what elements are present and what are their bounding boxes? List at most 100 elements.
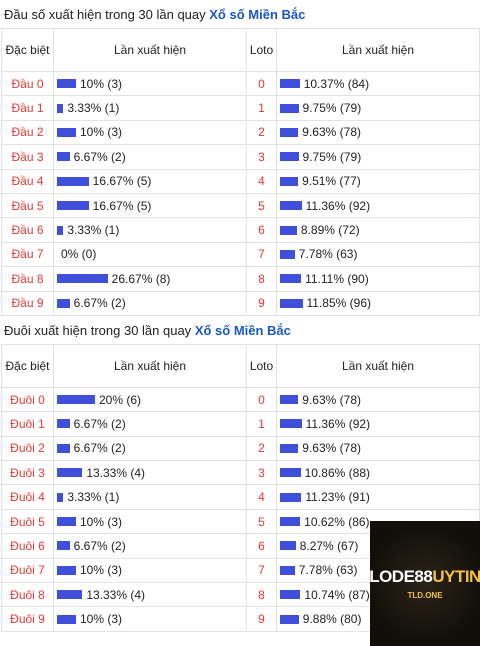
frequency-bar xyxy=(57,298,70,308)
frequency-cell: 9.51% (77) xyxy=(276,168,480,194)
frequency-bar xyxy=(57,590,83,600)
frequency: 10% (3) xyxy=(54,77,246,91)
row-label: Đầu 8 xyxy=(1,266,54,292)
frequency-bar xyxy=(57,541,70,551)
loto-number: 3 xyxy=(246,144,277,170)
frequency: 11.23% (91) xyxy=(277,490,479,504)
header-cell: Lần xuất hiện xyxy=(276,28,480,72)
data-row: Đầu 5 16.67% (5) 5 11.36% (92) xyxy=(1,192,480,219)
row-label: Đuôi 5 xyxy=(1,508,54,535)
frequency: 13.33% (4) xyxy=(54,466,246,480)
stats-table: Đặc biệt Lần xuất hiện Loto Lần xuất hiện Đầ… xyxy=(1,28,480,316)
header-cell: Đặc biệt xyxy=(1,28,54,72)
frequency-label: 13.33% (4) xyxy=(86,587,146,602)
logo-domain: TLD.ONE xyxy=(407,591,443,600)
frequency-label: 10.86% (88) xyxy=(304,465,370,480)
frequency: 9.88% (80) xyxy=(277,612,479,626)
row-label: Đầu 9 xyxy=(1,290,54,316)
data-row: Đuôi 1 6.67% (2) 1 11.36% (92) xyxy=(1,411,480,437)
frequency: 6.67% (2) xyxy=(54,296,246,310)
frequency-label: 9.63% (78) xyxy=(302,441,361,456)
frequency: 9.63% (78) xyxy=(277,441,479,455)
row-label: Đầu 1 xyxy=(1,95,54,121)
frequency-label: 13.33% (4) xyxy=(86,465,146,480)
frequency-bar xyxy=(57,614,76,624)
frequency-bar xyxy=(57,395,95,405)
frequency-label: 6.67% (2) xyxy=(73,149,126,164)
row-label: Đuôi 7 xyxy=(1,557,54,584)
frequency-cell: 8.89% (72) xyxy=(276,217,480,243)
loto-number: 9 xyxy=(246,606,277,632)
frequency: 6.67% (2) xyxy=(54,539,246,553)
loto-number: 0 xyxy=(246,386,277,413)
loto-number: 8 xyxy=(246,582,277,608)
frequency: 10% (3) xyxy=(54,563,246,577)
frequency: 6.67% (2) xyxy=(54,441,246,455)
frequency-cell: 20% (6) xyxy=(53,386,247,413)
frequency-cell: 7.78% (63) xyxy=(276,241,480,268)
frequency: 6.67% (2) xyxy=(54,417,246,431)
frequency-label: 11.23% (91) xyxy=(305,490,370,505)
frequency-cell: 13.33% (4) xyxy=(53,460,247,486)
frequency-cell: 3.33% (1) xyxy=(53,217,247,243)
title-link[interactable]: Xổ số Miền Bắc xyxy=(194,322,291,338)
frequency-label: 7.78% (63) xyxy=(298,563,358,578)
frequency-label: 10.62% (86) xyxy=(304,514,370,529)
loto-number: 1 xyxy=(246,411,277,437)
frequency: 0% (0) xyxy=(54,247,246,261)
frequency-label: 8.89% (72) xyxy=(300,223,360,238)
frequency: 10% (3) xyxy=(54,515,246,529)
frequency-cell: 9.75% (79) xyxy=(276,144,480,170)
frequency-bar xyxy=(57,468,83,478)
frequency-bar xyxy=(280,79,300,89)
row-label: Đuôi 0 xyxy=(1,386,54,413)
frequency-cell: 10.86% (88) xyxy=(276,460,480,486)
frequency-label: 6.67% (2) xyxy=(73,296,126,311)
frequency-label: 10% (3) xyxy=(80,125,123,140)
frequency-label: 10% (3) xyxy=(80,76,123,91)
frequency-cell: 11.36% (92) xyxy=(276,411,480,437)
frequency: 9.75% (79) xyxy=(277,101,479,115)
frequency-label: 3.33% (1) xyxy=(67,490,120,505)
frequency-cell: 16.67% (5) xyxy=(53,192,247,219)
frequency-label: 10% (3) xyxy=(80,612,123,627)
row-label: Đuôi 6 xyxy=(1,533,54,559)
frequency-cell: 11.11% (90) xyxy=(276,266,480,292)
frequency-cell: 10% (3) xyxy=(53,70,247,97)
frequency: 9.63% (78) xyxy=(277,393,479,407)
loto-number: 5 xyxy=(246,192,277,219)
frequency: 3.33% (1) xyxy=(54,490,246,504)
frequency-cell: 10% (3) xyxy=(53,119,247,146)
frequency-bar xyxy=(280,541,296,551)
data-row: Đầu 0 10% (3) 0 10.37% (84) xyxy=(1,70,480,97)
row-label: Đuôi 2 xyxy=(1,435,54,462)
loto-number: 5 xyxy=(246,508,277,535)
data-row: Đầu 8 26.67% (8) 8 11.11% (90) xyxy=(1,266,480,292)
frequency-cell: 9.75% (79) xyxy=(276,95,480,121)
header-cell: Lần xuất hiện xyxy=(276,343,480,388)
data-row: Đầu 6 3.33% (1) 6 8.89% (72) xyxy=(1,217,480,243)
frequency-label: 16.67% (5) xyxy=(92,174,152,189)
frequency-label: 0% (0) xyxy=(61,247,97,262)
frequency-label: 11.11% (90) xyxy=(305,271,369,286)
data-row: Đầu 3 6.67% (2) 3 9.75% (79) xyxy=(1,144,480,170)
frequency-label: 9.88% (80) xyxy=(302,612,362,627)
frequency-cell: 13.33% (4) xyxy=(53,582,247,608)
logo-accent: UYTIN xyxy=(432,567,480,586)
data-row: Đuôi 3 13.33% (4) 3 10.86% (88) xyxy=(1,460,480,486)
frequency-bar xyxy=(57,176,89,186)
row-label: Đầu 5 xyxy=(1,192,54,219)
data-row: Đầu 1 3.33% (1) 1 9.75% (79) xyxy=(1,95,480,121)
frequency: 9.63% (78) xyxy=(277,125,479,139)
frequency-bar xyxy=(57,274,108,284)
header-row: Đặc biệt Lần xuất hiện Loto Lần xuất hiện xyxy=(1,343,480,388)
frequency-cell: 11.23% (91) xyxy=(276,484,480,510)
frequency-cell: 11.85% (96) xyxy=(276,290,480,316)
frequency-cell: 26.67% (8) xyxy=(53,266,247,292)
frequency: 10.74% (87) xyxy=(277,588,479,602)
frequency: 7.78% (63) xyxy=(277,563,479,577)
title-link[interactable]: Xổ số Miền Bắc xyxy=(209,7,306,22)
loto-number: 2 xyxy=(246,119,277,146)
frequency-bar xyxy=(280,127,299,137)
frequency: 11.36% (92) xyxy=(277,417,479,431)
